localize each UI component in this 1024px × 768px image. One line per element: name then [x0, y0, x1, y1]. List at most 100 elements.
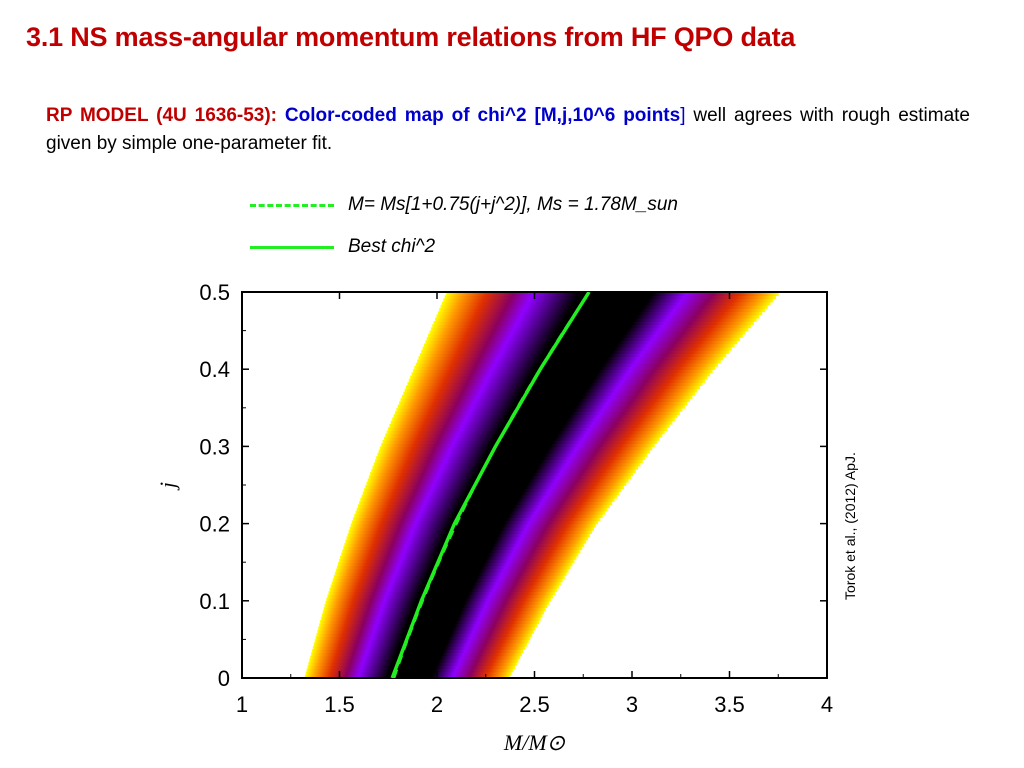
band-slice: [403, 391, 696, 396]
band-slice: [439, 308, 766, 313]
band-slice: [385, 433, 663, 438]
band-slice: [430, 327, 749, 332]
band-slice: [390, 420, 673, 425]
band-slice: [357, 504, 610, 509]
band-slice: [320, 616, 541, 621]
y-tick-label: 0.3: [199, 434, 230, 459]
band-slice: [378, 449, 650, 454]
band-slice: [350, 523, 596, 528]
band-slice: [437, 311, 763, 316]
model-label: RP MODEL (4U 1636-53):: [46, 105, 285, 126]
band-slice: [368, 475, 632, 480]
band-slice: [399, 401, 688, 406]
band-slice: [329, 587, 557, 592]
band-slice: [446, 292, 779, 297]
band-slice: [432, 324, 752, 329]
one-parameter-fit-curve: [392, 292, 591, 678]
band-slice: [337, 562, 573, 567]
band-slice: [328, 591, 555, 596]
intro-rest: well agrees with rough estimate given by…: [46, 105, 970, 154]
band-slice: [356, 507, 608, 512]
band-slice: [348, 530, 593, 535]
band-slice: [425, 340, 738, 345]
band-slice: [421, 349, 730, 354]
band-slice: [414, 365, 716, 370]
band-slice: [419, 353, 727, 358]
band-slice: [354, 513, 603, 518]
band-slice: [418, 356, 724, 361]
band-slice: [314, 639, 529, 644]
legend-item-solid: Best chi^2: [250, 232, 435, 262]
band-slice: [345, 539, 587, 544]
band-slice: [392, 417, 675, 422]
colormap-description: Color-coded map of chi^2 [M,j,10^6 point…: [284, 105, 681, 126]
bracket-close: ]: [680, 105, 686, 126]
band-slice: [389, 423, 670, 428]
band-slice: [367, 478, 629, 483]
band-slice: [330, 584, 559, 589]
band-slice: [411, 372, 711, 377]
band-slice: [343, 546, 583, 551]
band-slice: [397, 404, 685, 409]
band-slice: [335, 568, 569, 573]
y-tick-label: 0.2: [199, 512, 230, 537]
band-slice: [366, 481, 627, 486]
band-slice: [404, 388, 698, 393]
band-slice: [310, 655, 521, 660]
x-tick-label: 3.5: [714, 692, 745, 717]
band-slice: [361, 494, 617, 499]
band-slice: [444, 295, 777, 300]
band-slice: [379, 446, 653, 451]
slide-title: 3.1 NS mass-angular momentum relations f…: [26, 22, 796, 52]
band-slice: [321, 613, 543, 618]
band-slice: [353, 517, 601, 522]
y-axis-label: j: [155, 482, 180, 491]
chart-legend: M= Ms[1+0.75(j+j^2)], Ms = 1.78M_sun Bes…: [250, 190, 810, 270]
band-slice: [315, 636, 531, 641]
band-slice: [324, 604, 548, 609]
band-slice: [318, 626, 536, 631]
band-slice: [333, 575, 565, 580]
band-slice: [441, 301, 771, 306]
y-tick-label: 0: [218, 666, 230, 691]
band-slice: [323, 607, 546, 612]
band-slice: [351, 520, 599, 525]
x-tick-label: 1: [236, 692, 248, 717]
band-slice: [308, 661, 517, 666]
band-slice: [370, 472, 634, 477]
legend-solid-label: Best chi^2: [348, 236, 436, 257]
band-slice: [309, 658, 519, 663]
legend-solid-line: [250, 245, 334, 249]
band-slice: [394, 411, 680, 416]
band-slice: [317, 629, 534, 634]
citation-credit: Torok et al., (2012) ApJ.: [842, 452, 858, 600]
band-slice: [426, 337, 741, 342]
band-slice: [340, 555, 577, 560]
band-slice: [388, 427, 668, 432]
band-slice: [381, 443, 655, 448]
band-slice: [386, 430, 665, 435]
band-slice: [327, 594, 554, 599]
band-slice: [433, 320, 754, 325]
band-slice: [336, 565, 571, 570]
band-slice: [373, 462, 641, 467]
band-slice: [339, 558, 575, 563]
band-slice: [331, 581, 561, 586]
band-slice: [313, 642, 528, 647]
x-tick-label: 3: [626, 692, 638, 717]
x-tick-label: 2.5: [519, 692, 550, 717]
y-tick-label: 0.5: [199, 280, 230, 305]
band-slice: [428, 333, 743, 338]
band-slice: [371, 468, 636, 473]
x-axis-label: M/M⊙: [503, 730, 566, 755]
band-slice: [322, 610, 545, 615]
band-slice: [422, 346, 732, 351]
band-slice: [393, 414, 678, 419]
band-slice: [326, 597, 552, 602]
band-slice: [365, 485, 624, 490]
band-slice: [377, 452, 648, 457]
band-slice: [360, 497, 615, 502]
band-slice: [383, 436, 660, 441]
x-tick-label: 4: [821, 692, 833, 717]
x-tick-label: 1.5: [324, 692, 355, 717]
